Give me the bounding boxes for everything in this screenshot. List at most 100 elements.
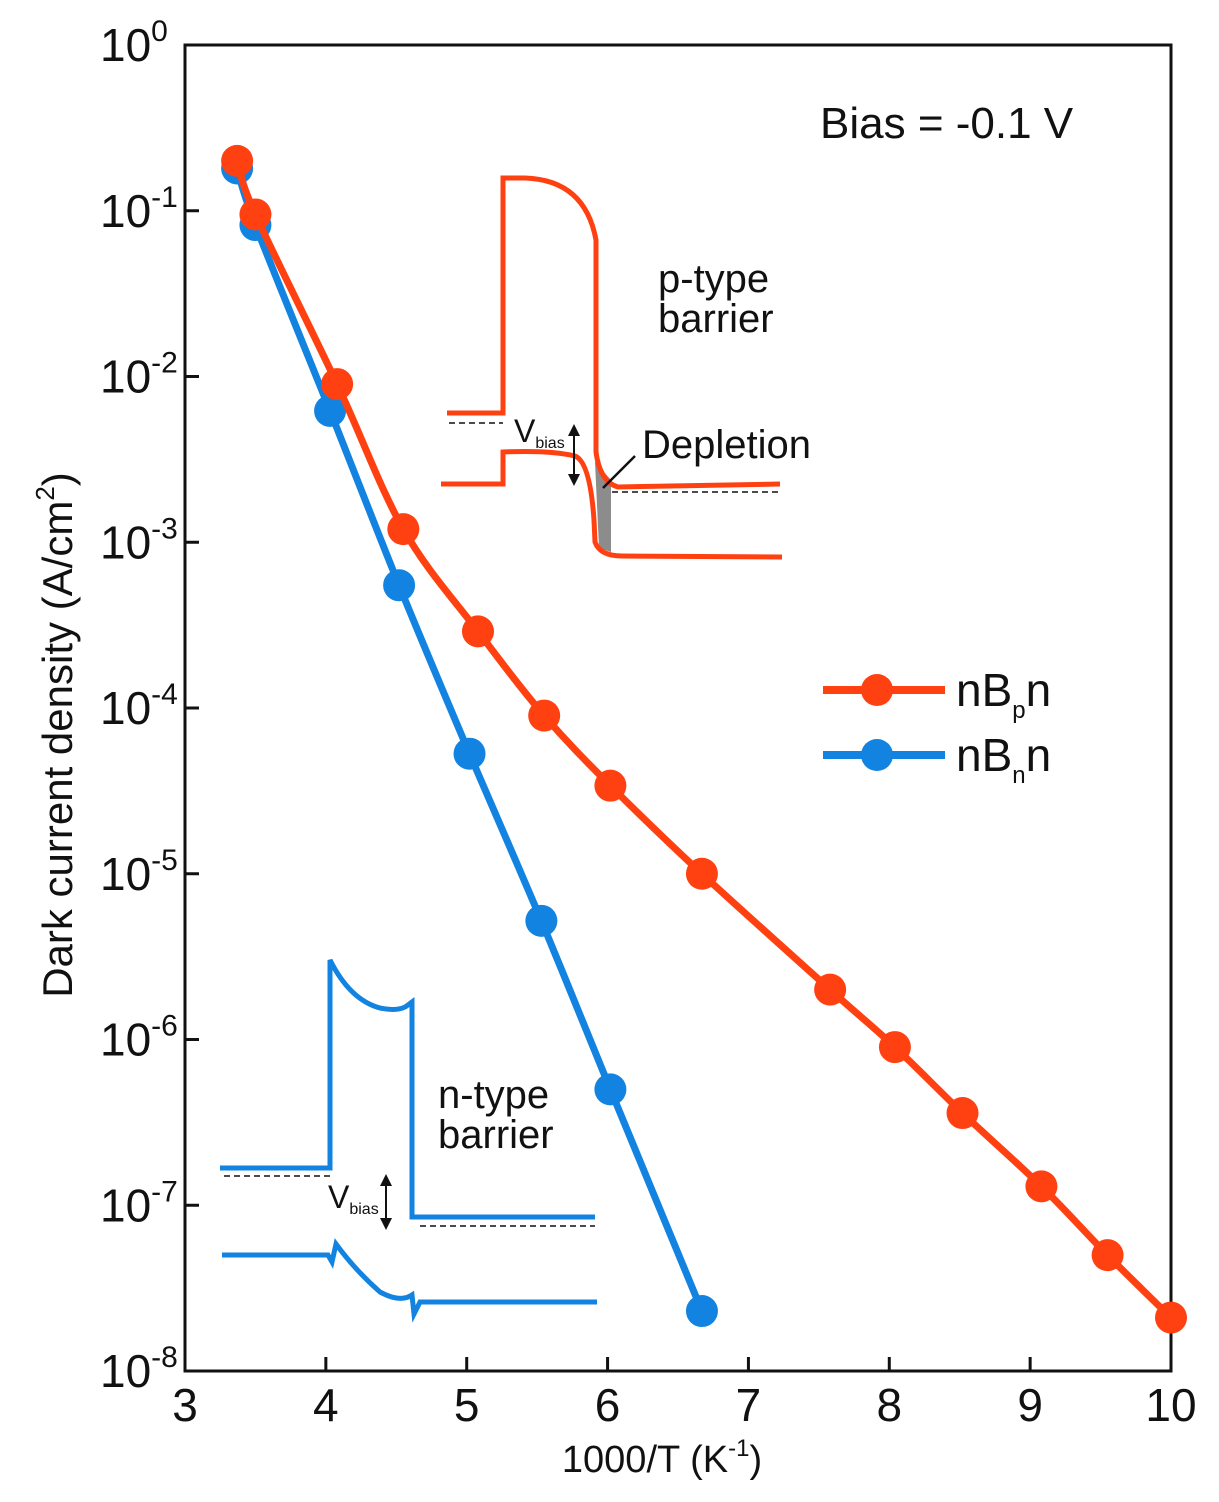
data-point-nbpn: [814, 973, 847, 1006]
data-point-nbpn: [321, 368, 354, 401]
y-axis-label-main: Dark current density (A/cm: [34, 501, 81, 998]
y-tick-label: 10-6: [100, 1010, 178, 1066]
series-layer: [221, 144, 1187, 1334]
x-tick-label: 6: [595, 1379, 621, 1431]
x-tick-label: 5: [454, 1379, 480, 1431]
data-point-nbpn: [1025, 1170, 1058, 1203]
x-tick-label: 7: [736, 1379, 762, 1431]
data-point-nbpn: [594, 769, 627, 802]
p-type-barrier-inset: Vbias Depletion p-type barrier: [441, 175, 811, 560]
n-barrier-vbias-label: Vbias: [328, 1179, 379, 1218]
y-tick-exponent: -4: [151, 678, 178, 711]
data-point-nbpn: [878, 1031, 911, 1064]
x-axis-label-end: ): [749, 1439, 762, 1481]
x-tick-label: 10: [1145, 1379, 1196, 1431]
data-point-nbnn: [314, 394, 347, 427]
p-barrier-vbias-sub: bias: [535, 435, 564, 452]
y-tick-base: 10: [100, 1179, 151, 1231]
y-tick-base: 10: [100, 1014, 151, 1066]
y-tick-base: 10: [100, 1345, 151, 1397]
n-barrier-vbias-arrowhead-down: [380, 1218, 392, 1230]
x-axis-label-sup: -1: [728, 1435, 749, 1462]
depletion-label: Depletion: [642, 423, 811, 467]
n-barrier-vbias-sub: bias: [349, 1201, 378, 1218]
data-point-nbpn: [461, 615, 494, 648]
x-axis-label-main: 1000/T (K: [562, 1439, 728, 1481]
n-type-barrier-inset: Vbias n-type barrier: [220, 958, 597, 1323]
y-axis-label-end: ): [34, 472, 81, 486]
y-tick-exponent: 0: [151, 15, 168, 48]
x-axis-label: 1000/T (K-1): [562, 1435, 762, 1481]
y-axis-label: Dark current density (A/cm2): [30, 472, 81, 998]
axis-ticks: 3 4 5 6 7 8 9 1010010-110-210-310-410-510-610-7…: [100, 15, 1197, 1431]
legend-label-nbnn-main: nB: [956, 729, 1012, 781]
p-barrier-conduction-band: [447, 175, 781, 490]
legend-marker-nbpn: [861, 674, 893, 706]
y-tick-exponent: -7: [151, 1175, 178, 1208]
p-type-label-line1: p-type: [658, 257, 769, 301]
legend-marker-nbnn: [861, 739, 893, 771]
p-barrier-vbias-label: Vbias: [514, 413, 565, 452]
y-tick-exponent: -5: [151, 844, 178, 877]
x-tick-label: 4: [313, 1379, 339, 1431]
y-tick-exponent: -1: [151, 181, 178, 214]
n-type-label-line1: n-type: [438, 1073, 549, 1117]
data-point-nbnn: [525, 904, 558, 937]
data-point-nbpn: [946, 1097, 979, 1130]
data-point-nbpn: [239, 198, 272, 231]
p-barrier-valence-band: [441, 449, 783, 560]
data-point-nbpn: [685, 857, 718, 890]
legend-label-nbpn-main: nB: [956, 664, 1012, 716]
y-tick-label: 10-4: [100, 678, 178, 734]
y-tick-exponent: -3: [151, 512, 178, 545]
p-barrier-vbias-main: V: [514, 413, 536, 449]
y-tick-label: 100: [100, 15, 168, 71]
y-tick-base: 10: [100, 19, 151, 71]
legend-label-nbpn-sub: p: [1012, 697, 1025, 724]
p-type-label-line2: barrier: [658, 297, 774, 341]
legend-label-nbpn: nBpn: [956, 664, 1051, 724]
p-barrier-vbias-arrowhead-up: [568, 424, 580, 436]
data-point-nbpn: [387, 513, 420, 546]
data-point-nbpn: [528, 699, 561, 732]
y-tick-base: 10: [100, 848, 151, 900]
x-tick-label: 8: [876, 1379, 902, 1431]
depletion-pointer: [602, 455, 636, 489]
data-point-nbnn: [453, 737, 486, 770]
y-tick-label: 10-1: [100, 181, 178, 237]
y-tick-label: 10-5: [100, 844, 178, 900]
legend-label-nbnn: nBnn: [956, 729, 1051, 789]
x-tick-label: 9: [1017, 1379, 1043, 1431]
data-point-nbpn: [1091, 1239, 1124, 1272]
series-line-nbpn: [233, 159, 1174, 1321]
y-tick-base: 10: [100, 682, 151, 734]
y-tick-label: 10-7: [100, 1175, 178, 1231]
n-barrier-vbias-main: V: [328, 1179, 350, 1215]
n-barrier-conduction-band: [220, 958, 595, 1220]
n-barrier-vbias-arrowhead-up: [380, 1174, 392, 1186]
y-axis-label-sup: 2: [30, 486, 60, 500]
y-tick-base: 10: [100, 516, 151, 568]
legend-label-nbnn-sub: n: [1012, 762, 1025, 789]
bias-annotation: Bias = -0.1 V: [820, 99, 1074, 148]
y-tick-exponent: -6: [151, 1010, 178, 1043]
data-point-nbnn: [383, 569, 416, 602]
data-point-nbnn: [685, 1295, 718, 1328]
y-tick-base: 10: [100, 351, 151, 403]
data-point-nbpn: [221, 144, 254, 177]
y-tick-label: 10-2: [100, 347, 178, 403]
y-tick-label: 10-3: [100, 512, 178, 568]
legend-label-nbnn-end: n: [1026, 729, 1052, 781]
n-type-label-line2: barrier: [438, 1113, 554, 1157]
legend-label-nbpn-end: n: [1026, 664, 1052, 716]
p-barrier-vbias-arrowhead-down: [568, 474, 580, 486]
y-tick-label: 10-8: [100, 1341, 178, 1397]
data-point-nbnn: [594, 1073, 627, 1106]
y-tick-base: 10: [100, 185, 151, 237]
y-tick-exponent: -2: [151, 347, 178, 380]
data-point-nbpn: [1155, 1301, 1187, 1334]
n-barrier-valence-band: [222, 1238, 597, 1323]
legend: nBpn nBnn: [823, 664, 1051, 789]
x-tick-label: 3: [172, 1379, 198, 1431]
